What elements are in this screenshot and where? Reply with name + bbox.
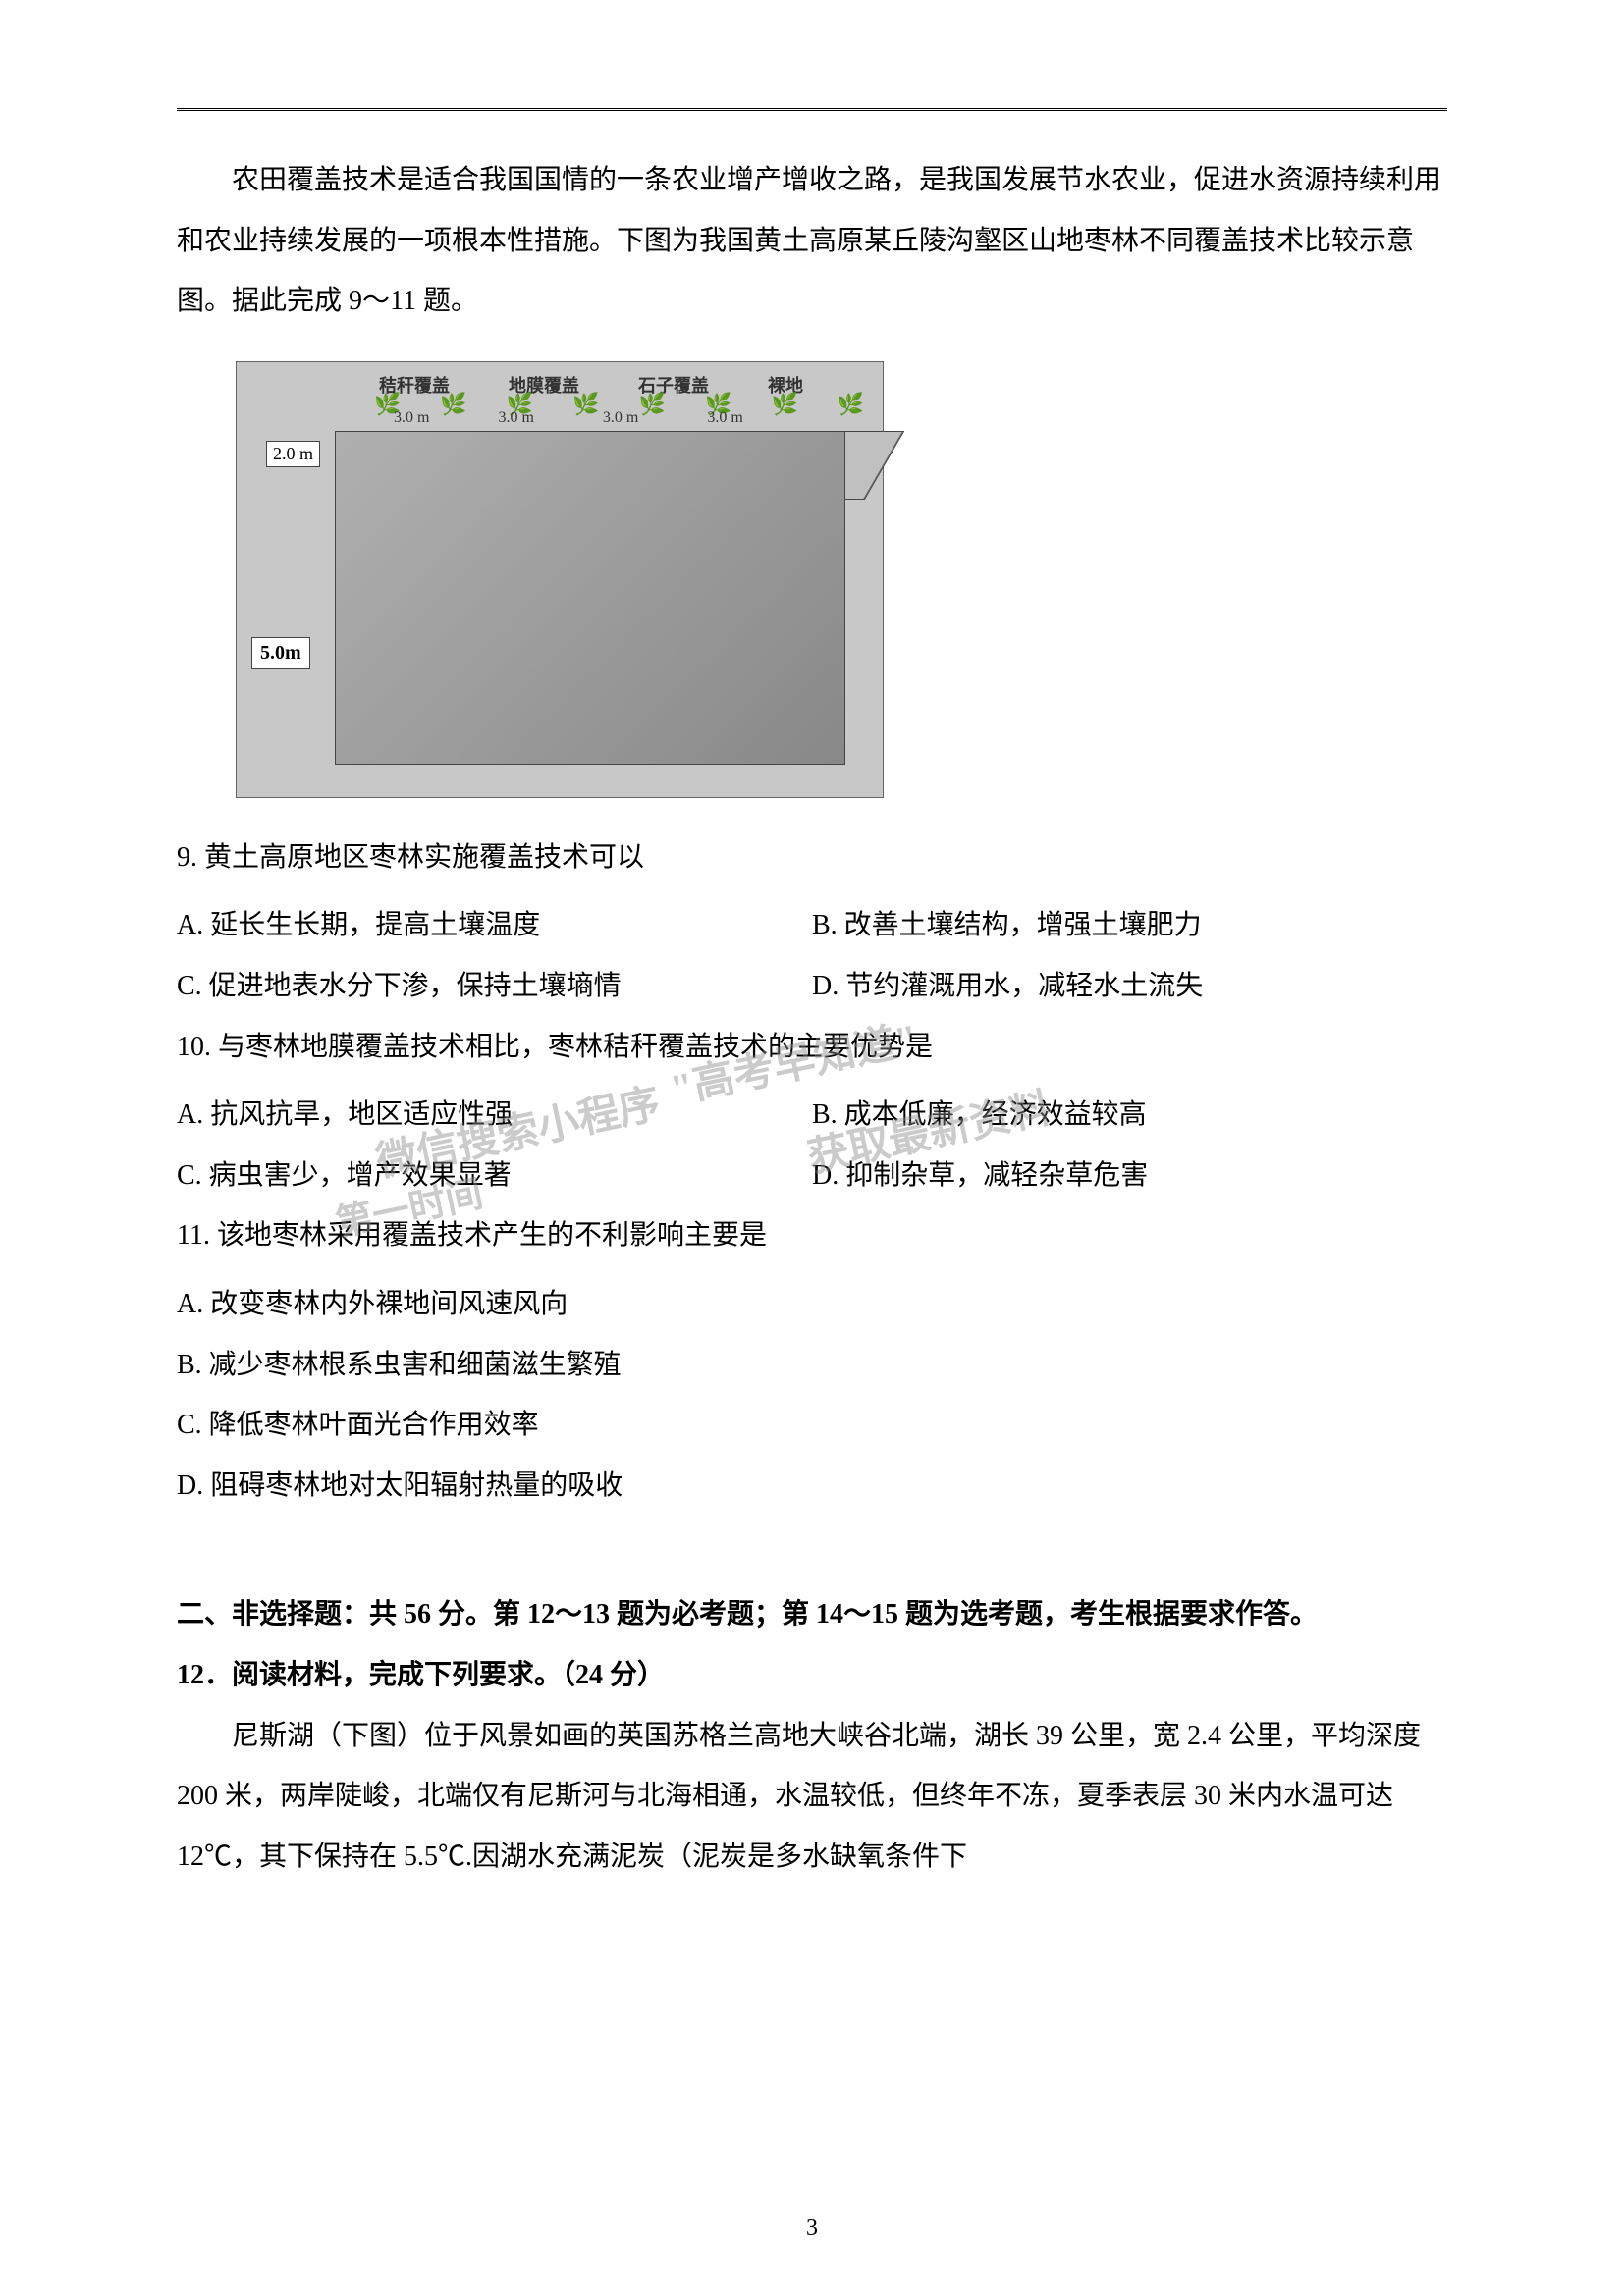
q9-optB: B. 改善土壤结构，增强土壤肥力 <box>812 895 1447 956</box>
q10-optC: C. 病虫害少，增产效果显著 <box>177 1146 812 1206</box>
q11-optB: B. 减少枣林根系虫害和细菌滋生繁殖 <box>177 1335 1447 1396</box>
dim-3m: 3.0 m <box>707 409 742 427</box>
q9-optD: D. 节约灌溉用水，减轻水土流失 <box>812 956 1447 1017</box>
q11-stem: 11. 该地枣林采用覆盖技术产生的不利影响主要是 <box>177 1205 1447 1266</box>
dim-3m: 3.0 m <box>498 409 533 427</box>
dim-2m-label: 2.0 m <box>266 441 320 467</box>
plant-icon: 🌿 <box>838 392 864 417</box>
q9-optA: A. 延长生长期，提高土壤温度 <box>177 895 812 956</box>
q9-options: A. 延长生长期，提高土壤温度 B. 改善土壤结构，增强土壤肥力 C. 促进地表… <box>177 895 1447 1016</box>
dim-3m-row: 3.0 m 3.0 m 3.0 m 3.0 m <box>394 409 743 427</box>
q10-stem: 10. 与枣林地膜覆盖技术相比，枣林秸秆覆盖技术的主要优势是 <box>177 1017 1447 1078</box>
q10-optD: D. 抑制杂草，减轻杂草危害 <box>812 1146 1447 1206</box>
dim-3m: 3.0 m <box>394 409 429 427</box>
diagram-soil-block <box>335 431 845 765</box>
q11-optC: C. 降低枣林叶面光合作用效率 <box>177 1395 1447 1456</box>
q11-optD: D. 阻碍枣林地对太阳辐射热量的吸收 <box>177 1456 1447 1517</box>
q9-optC: C. 促进地表水分下渗，保持土壤墒情 <box>177 956 812 1017</box>
q9-stem: 9. 黄土高原地区枣林实施覆盖技术可以 <box>177 828 1447 888</box>
page-number: 3 <box>806 2216 818 2242</box>
q12-title: 12．阅读材料，完成下列要求。（24 分） <box>177 1645 1447 1706</box>
dim-3m: 3.0 m <box>603 409 638 427</box>
header-divider <box>177 108 1447 111</box>
q10-optA: A. 抗风抗旱，地区适应性强 <box>177 1085 812 1146</box>
plant-icon: 🌿 <box>771 392 797 417</box>
intro-paragraph: 农田覆盖技术是适合我国国情的一条农业增产增收之路，是我国发展节水农业，促进水资源… <box>177 150 1447 332</box>
dim-5m-label: 5.0m <box>251 637 310 669</box>
coverage-diagram: 秸秆覆盖 地膜覆盖 石子覆盖 裸地 🌿 🌿 🌿 🌿 🌿 🌿 🌿 🌿 3.0 m … <box>236 361 884 798</box>
q12-passage: 尼斯湖（下图）位于风景如画的英国苏格兰高地大峡谷北端，湖长 39 公里，宽 2.… <box>177 1706 1447 1888</box>
q11-optA: A. 改变枣林内外裸地间风速风向 <box>177 1274 1447 1335</box>
page-container: 农田覆盖技术是适合我国国情的一条农业增产增收之路，是我国发展节水农业，促进水资源… <box>0 0 1624 1965</box>
q10-options: A. 抗风抗旱，地区适应性强 B. 成本低廉，经济效益较高 C. 病虫害少，增产… <box>177 1085 1447 1205</box>
q10-optB: B. 成本低廉，经济效益较高 <box>812 1085 1447 1146</box>
section2-header: 二、非选择题：共 56 分。第 12～13 题为必考题；第 14～15 题为选考… <box>177 1584 1447 1645</box>
